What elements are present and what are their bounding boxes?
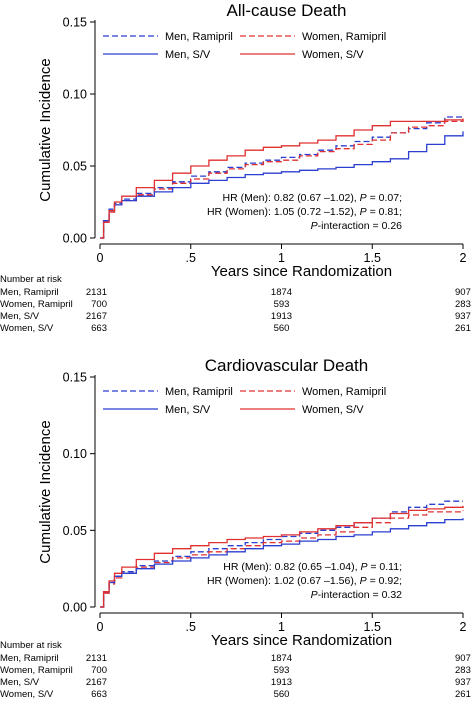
- annotation-text: HR (Men): 0.82 (0.65 –1.04), P = 0.11;: [223, 561, 402, 573]
- x-tick-label: 0: [97, 620, 104, 634]
- annotation-text: P-interaction = 0.32: [311, 589, 403, 601]
- x-tick-label: 1.5: [364, 251, 381, 265]
- risk-table-cell: 2167: [86, 677, 107, 688]
- risk-table-cell: 663: [91, 323, 107, 334]
- risk-table-title: Number at risk: [0, 274, 62, 285]
- y-tick-label: 0.10: [63, 447, 87, 461]
- risk-table-cell: 1874: [271, 287, 292, 298]
- x-tick-label: 2: [460, 251, 467, 265]
- series-line-men-ramipril: [100, 115, 464, 239]
- x-tick-label: 1.5: [364, 620, 381, 634]
- x-axis-label: Years since Randomization: [211, 632, 392, 649]
- risk-table-cell: 560: [274, 323, 290, 334]
- series-line-women-s-v: [100, 505, 464, 608]
- x-axis-label: Years since Randomization: [211, 263, 392, 280]
- risk-table-cell: 700: [91, 665, 107, 676]
- risk-table-row-label: Women, S/V: [0, 323, 54, 334]
- legend-label: Women, S/V: [302, 404, 364, 416]
- risk-table-cell: 261: [455, 689, 471, 700]
- risk-table-row-label: Women, Ramipril: [0, 299, 73, 310]
- legend-label: Women, Ramipril: [302, 31, 386, 43]
- chart-title: Cardiovascular Death: [205, 356, 368, 375]
- risk-table-cell: 593: [274, 299, 290, 310]
- risk-table-cell: 937: [455, 677, 471, 688]
- risk-table-cell: 283: [455, 299, 471, 310]
- legend-label: Men, Ramipril: [165, 31, 233, 43]
- x-tick-label: .5: [186, 620, 196, 634]
- risk-table-cell: 700: [91, 299, 107, 310]
- x-tick-label: .5: [186, 251, 196, 265]
- chart-panel-1: All-cause Death 0.00 0.05 0.10 0.15 0 .5 1 1.5 2 Y…: [0, 1, 471, 334]
- series-line-women-s-v: [100, 118, 464, 239]
- y-tick-label: 0.05: [63, 160, 87, 174]
- risk-table-cell: 1874: [271, 653, 292, 664]
- risk-table-cell: 1913: [271, 311, 292, 322]
- risk-table-cell: 2131: [86, 653, 107, 664]
- risk-table-cell: 2131: [86, 287, 107, 298]
- risk-table-row-label: Women, S/V: [0, 689, 54, 700]
- risk-table-cell: 261: [455, 323, 471, 334]
- y-tick-label: 0.00: [63, 232, 87, 246]
- legend-label: Women, Ramipril: [302, 386, 386, 398]
- chart-panel-2: Cardiovascular Death 0.00 0.05 0.10 0.15 0 .5 1…: [0, 356, 471, 700]
- risk-table-cell: 2167: [86, 311, 107, 322]
- annotation-text: P-interaction = 0.26: [311, 220, 403, 232]
- risk-table-cell: 283: [455, 665, 471, 676]
- x-tick-label: 0: [97, 251, 104, 265]
- risk-table-cell: 907: [455, 287, 471, 298]
- y-axis-label: Cumulative Incidence: [37, 58, 54, 201]
- x-tick-label: 1: [278, 620, 285, 634]
- risk-table-cell: 937: [455, 311, 471, 322]
- risk-table-cell: 593: [274, 665, 290, 676]
- risk-table-row-label: Men, Ramipril: [0, 653, 59, 664]
- y-tick-label: 0.05: [63, 524, 87, 538]
- y-tick-label: 0.15: [63, 16, 87, 30]
- legend-label: Men, S/V: [165, 404, 211, 416]
- risk-table-cell: 663: [91, 689, 107, 700]
- risk-table-row-label: Men, Ramipril: [0, 287, 59, 298]
- legend-label: Men, S/V: [165, 49, 211, 61]
- legend-label: Women, S/V: [302, 49, 364, 61]
- risk-table-title: Number at risk: [0, 640, 62, 651]
- chart-title: All-cause Death: [226, 1, 346, 20]
- x-tick-label: 2: [460, 620, 467, 634]
- y-tick-label: 0.15: [63, 371, 87, 385]
- y-tick-label: 0.00: [63, 601, 87, 615]
- annotation-text: HR (Men): 0.82 (0.67 –1.02), P = 0.07;: [223, 192, 403, 204]
- series-line-women-ramipril: [100, 119, 464, 239]
- x-tick-label: 1: [278, 251, 285, 265]
- y-tick-label: 0.10: [63, 88, 87, 102]
- series-line-men-s-v: [100, 518, 464, 608]
- y-axis-label: Cumulative Incidence: [37, 420, 54, 563]
- risk-table-row-label: Women, Ramipril: [0, 665, 73, 676]
- risk-table-cell: 1913: [271, 677, 292, 688]
- risk-table-cell: 560: [274, 689, 290, 700]
- risk-table-row-label: Men, S/V: [0, 311, 40, 322]
- legend-label: Men, Ramipril: [165, 386, 233, 398]
- annotation-text: HR (Women): 1.05 (0.72 –1.52), P = 0.81;: [207, 206, 402, 218]
- annotation-text: HR (Women): 1.02 (0.67 –1.56), P = 0.92;: [207, 575, 402, 587]
- risk-table-cell: 907: [455, 653, 471, 664]
- risk-table-row-label: Men, S/V: [0, 677, 40, 688]
